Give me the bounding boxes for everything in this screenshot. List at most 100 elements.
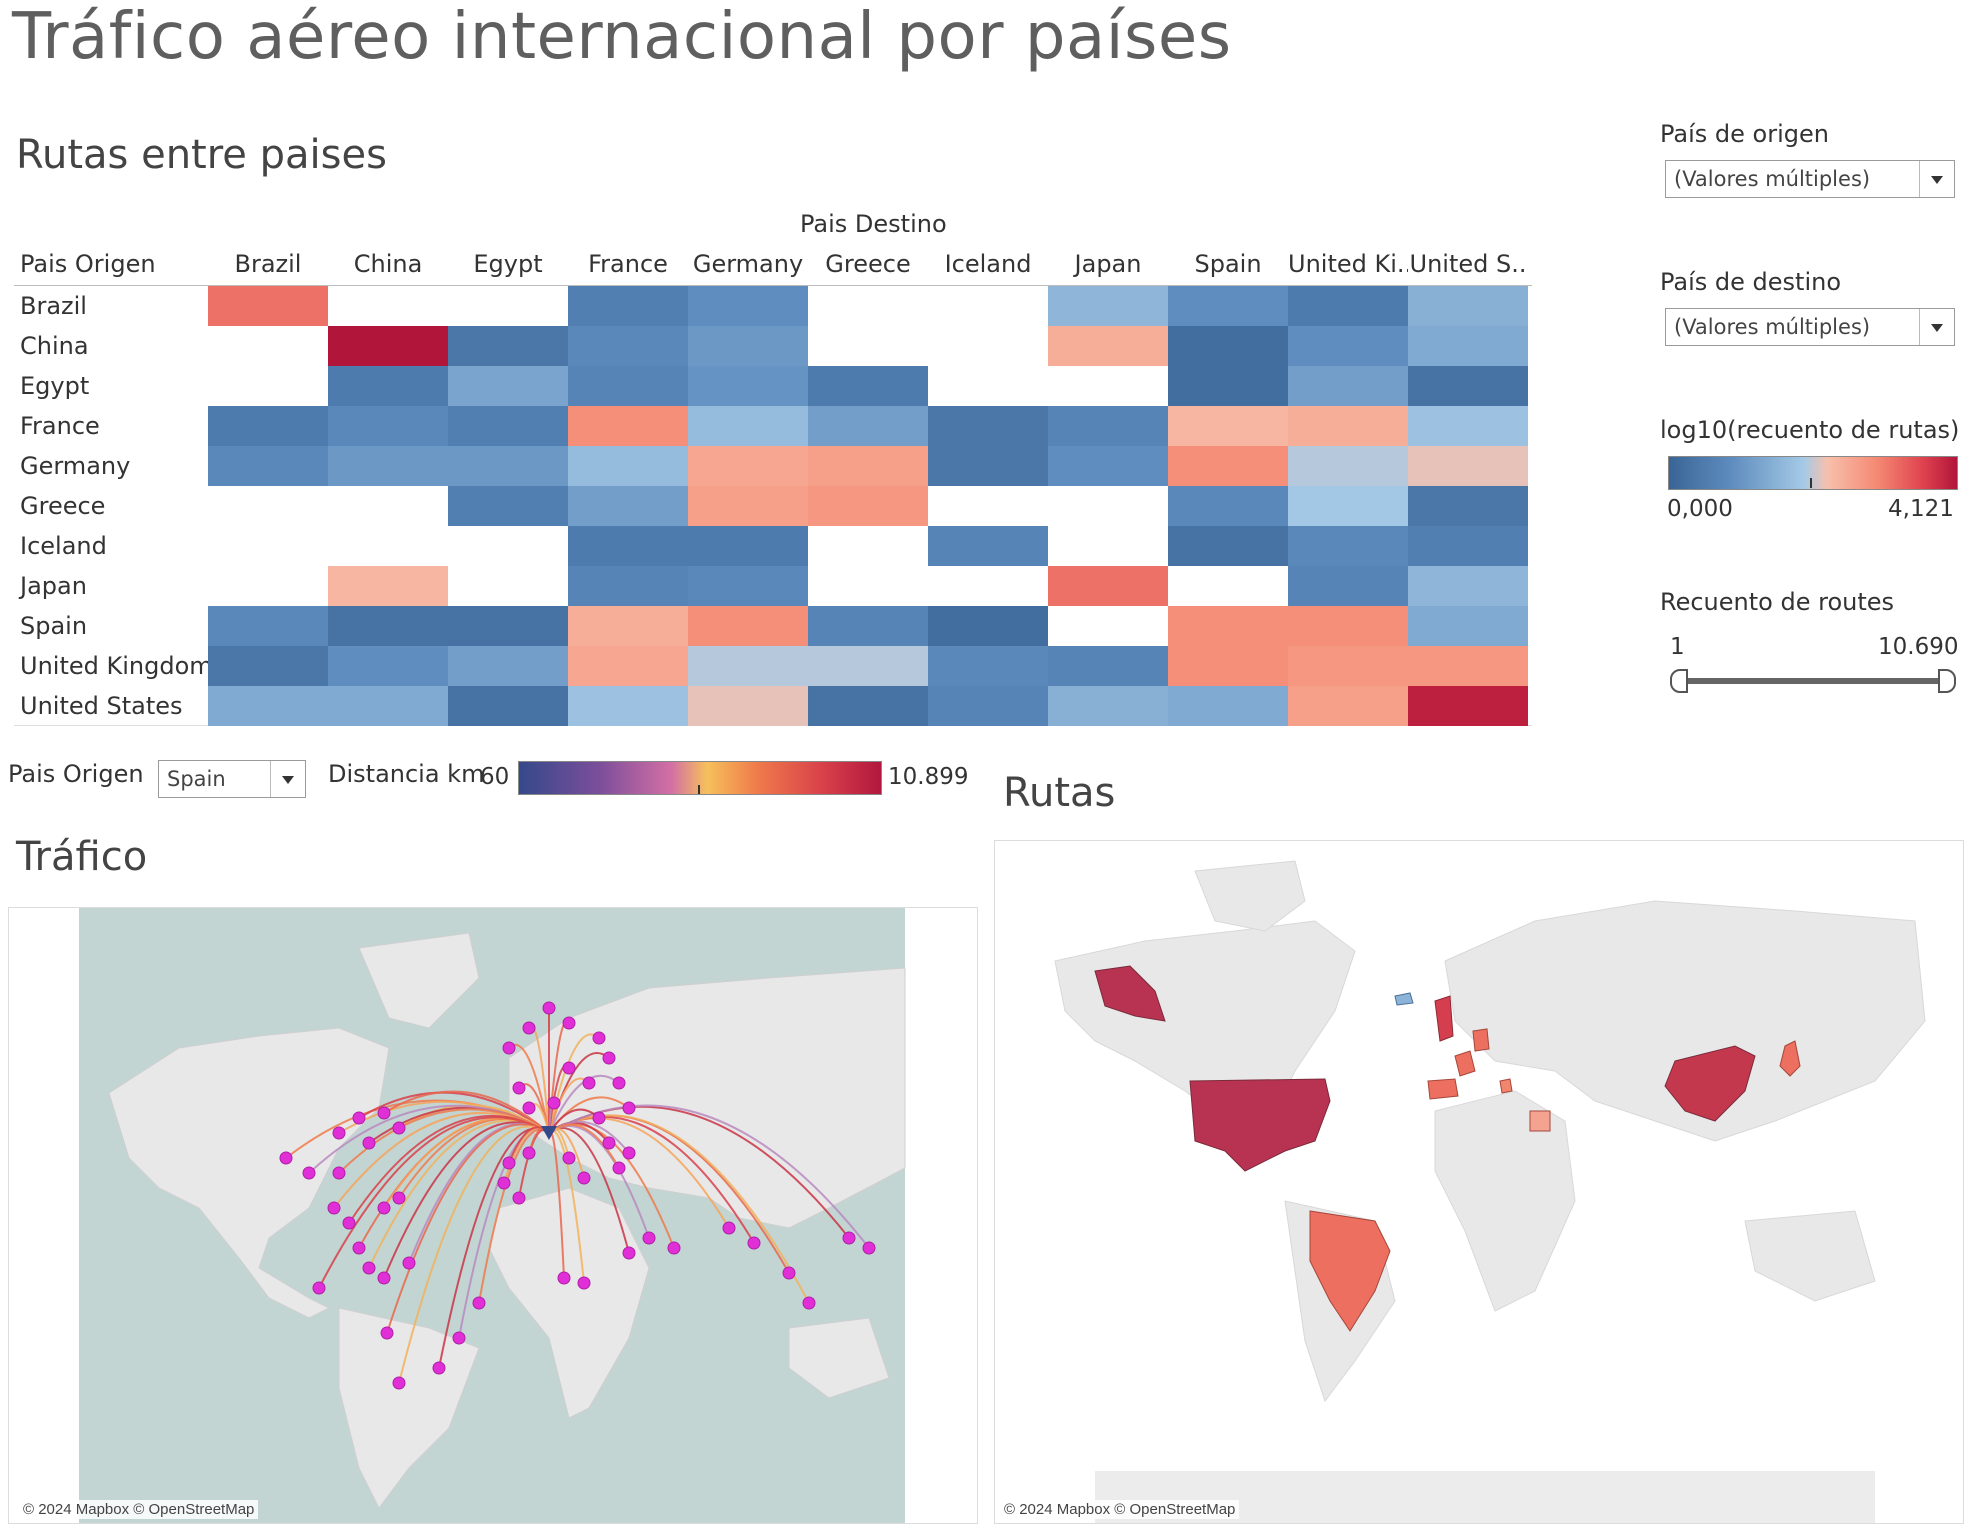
- heatmap-cell[interactable]: [808, 486, 928, 526]
- heatmap-cell[interactable]: [1168, 526, 1288, 566]
- heatmap-cell[interactable]: [1288, 606, 1408, 646]
- destination-point[interactable]: [557, 1271, 571, 1285]
- destination-point[interactable]: [327, 1201, 341, 1215]
- heatmap-cell[interactable]: [568, 446, 688, 486]
- destination-point[interactable]: [502, 1041, 516, 1055]
- destination-point[interactable]: [602, 1051, 616, 1065]
- heatmap-cell[interactable]: [1408, 326, 1528, 366]
- heatmap-cell[interactable]: [1408, 406, 1528, 446]
- heatmap-cell[interactable]: [448, 606, 568, 646]
- destination-point[interactable]: [512, 1191, 526, 1205]
- destination-point[interactable]: [547, 1096, 561, 1110]
- heatmap-cell[interactable]: [1408, 646, 1528, 686]
- heatmap-cell[interactable]: [1168, 326, 1288, 366]
- destination-point[interactable]: [402, 1256, 416, 1270]
- heatmap-cell[interactable]: [328, 366, 448, 406]
- heatmap-cell[interactable]: [448, 486, 568, 526]
- heatmap-cell[interactable]: [1168, 366, 1288, 406]
- chevron-down-icon[interactable]: [270, 761, 305, 797]
- heatmap-cell[interactable]: [808, 446, 928, 486]
- heatmap-cell[interactable]: [1168, 646, 1288, 686]
- destination-point[interactable]: [392, 1191, 406, 1205]
- heatmap-cell[interactable]: [568, 366, 688, 406]
- heatmap-cell[interactable]: [448, 446, 568, 486]
- destination-filter-dropdown[interactable]: (Valores múltiples): [1665, 308, 1955, 346]
- destination-point[interactable]: [577, 1171, 591, 1185]
- heatmap-cell[interactable]: [448, 366, 568, 406]
- range-slider-track[interactable]: [1678, 678, 1948, 684]
- destination-point[interactable]: [279, 1151, 293, 1165]
- destination-point[interactable]: [502, 1156, 516, 1170]
- heatmap-cell[interactable]: [1168, 486, 1288, 526]
- heatmap-cell[interactable]: [1288, 406, 1408, 446]
- heatmap-cell[interactable]: [688, 606, 808, 646]
- heatmap-cell[interactable]: [1408, 566, 1528, 606]
- destination-point[interactable]: [562, 1016, 576, 1030]
- heatmap-cell[interactable]: [568, 486, 688, 526]
- destination-point[interactable]: [352, 1241, 366, 1255]
- heatmap-cell[interactable]: [568, 686, 688, 726]
- heatmap-cell[interactable]: [928, 526, 1048, 566]
- destination-point[interactable]: [472, 1296, 486, 1310]
- heatmap-cell[interactable]: [1288, 366, 1408, 406]
- heatmap-cell[interactable]: [1048, 326, 1168, 366]
- heatmap-cell[interactable]: [568, 606, 688, 646]
- heatmap-cell[interactable]: [928, 646, 1048, 686]
- destination-point[interactable]: [342, 1216, 356, 1230]
- destination-point[interactable]: [392, 1121, 406, 1135]
- heatmap-cell[interactable]: [448, 326, 568, 366]
- heatmap-cell[interactable]: [1288, 686, 1408, 726]
- heatmap-cell[interactable]: [1288, 526, 1408, 566]
- heatmap-cell[interactable]: [208, 446, 328, 486]
- iceland-shape[interactable]: [1394, 992, 1414, 1006]
- heatmap-cell[interactable]: [808, 646, 928, 686]
- destination-point[interactable]: [522, 1021, 536, 1035]
- heatmap-cell[interactable]: [688, 646, 808, 686]
- spain-shape[interactable]: [1427, 1078, 1459, 1100]
- traffic-origin-dropdown[interactable]: Spain: [158, 760, 306, 798]
- destination-point[interactable]: [592, 1031, 606, 1045]
- heatmap-cell[interactable]: [208, 406, 328, 446]
- destination-point[interactable]: [577, 1276, 591, 1290]
- heatmap-cell[interactable]: [808, 406, 928, 446]
- destination-point[interactable]: [377, 1106, 391, 1120]
- destination-point[interactable]: [522, 1146, 536, 1160]
- destination-point[interactable]: [842, 1231, 856, 1245]
- heatmap-cell[interactable]: [328, 566, 448, 606]
- destination-point[interactable]: [612, 1161, 626, 1175]
- heatmap-cell[interactable]: [1408, 486, 1528, 526]
- heatmap-cell[interactable]: [928, 446, 1048, 486]
- heatmap-cell[interactable]: [1408, 606, 1528, 646]
- heatmap-cell[interactable]: [328, 686, 448, 726]
- france-shape[interactable]: [1454, 1050, 1476, 1077]
- brazil-shape[interactable]: [1309, 1210, 1391, 1332]
- heatmap-cell[interactable]: [928, 606, 1048, 646]
- destination-point[interactable]: [522, 1101, 536, 1115]
- destination-point[interactable]: [782, 1266, 796, 1280]
- heatmap-cell[interactable]: [928, 406, 1048, 446]
- destination-point[interactable]: [380, 1326, 394, 1340]
- heatmap-cell[interactable]: [448, 406, 568, 446]
- destination-point[interactable]: [512, 1081, 526, 1095]
- heatmap-cell[interactable]: [328, 446, 448, 486]
- destination-point[interactable]: [562, 1151, 576, 1165]
- destination-point[interactable]: [622, 1246, 636, 1260]
- heatmap-cell[interactable]: [1048, 566, 1168, 606]
- destination-point[interactable]: [622, 1101, 636, 1115]
- heatmap-cell[interactable]: [1408, 446, 1528, 486]
- range-slider-min-handle[interactable]: [1670, 669, 1688, 693]
- germany-shape[interactable]: [1472, 1028, 1490, 1052]
- heatmap-cell[interactable]: [568, 566, 688, 606]
- alaska-shape[interactable]: [1094, 965, 1166, 1022]
- heatmap-cell[interactable]: [328, 326, 448, 366]
- heatmap-cell[interactable]: [568, 286, 688, 326]
- destination-point[interactable]: [332, 1126, 346, 1140]
- destination-point[interactable]: [362, 1261, 376, 1275]
- heatmap-cell[interactable]: [568, 526, 688, 566]
- heatmap-cell[interactable]: [1408, 526, 1528, 566]
- heatmap-cell[interactable]: [688, 566, 808, 606]
- destination-point[interactable]: [392, 1376, 406, 1390]
- destination-point[interactable]: [362, 1136, 376, 1150]
- heatmap-cell[interactable]: [1288, 326, 1408, 366]
- destination-point[interactable]: [747, 1236, 761, 1250]
